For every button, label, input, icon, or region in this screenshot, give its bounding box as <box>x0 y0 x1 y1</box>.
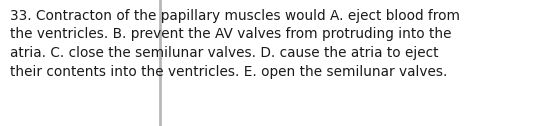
Text: 33. Contracton of the papillary muscles would A. eject blood from
the ventricles: 33. Contracton of the papillary muscles … <box>10 9 460 79</box>
